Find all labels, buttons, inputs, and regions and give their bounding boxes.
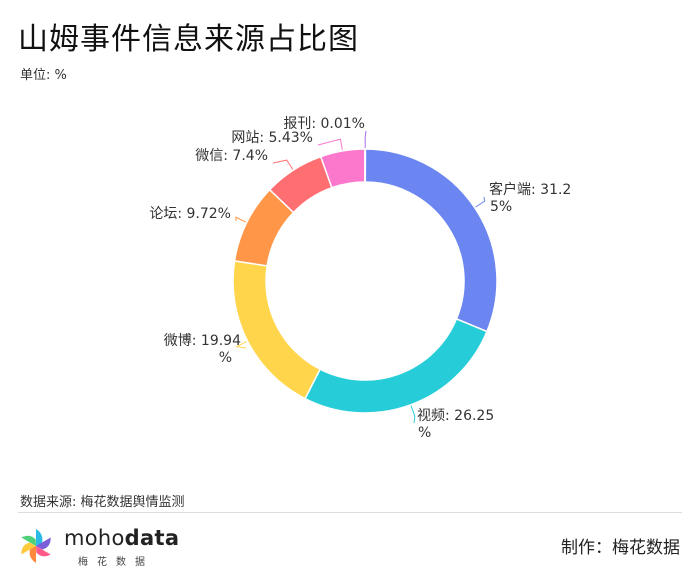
data-label-4: 论坛: 9.72%: [149, 206, 231, 222]
pie-slice-3: [232, 259, 322, 400]
pie-slice-7: [364, 148, 367, 183]
data-label-3: 微博: 19.94%: [164, 332, 241, 366]
data-label-1: 客户端: 31.2 5%: [489, 181, 571, 215]
data-label-2: 视频: 26.25%: [417, 408, 494, 441]
unit-label: 单位: %: [20, 68, 67, 83]
leader-line-2: [410, 405, 416, 424]
data-label-6: 网站: 5.43%: [231, 130, 313, 146]
logo-subtitle: 梅花数据: [78, 557, 154, 568]
data-label-7: 报刊: 0.01%: [283, 116, 365, 132]
footer-divider: [18, 512, 682, 513]
mohodata-logo: mohodata 梅花数据: [16, 524, 180, 568]
leader-line-6: [317, 138, 343, 151]
logo-wordmark: mohodata: [64, 526, 180, 550]
credit-label: 制作：梅花数据: [561, 538, 680, 558]
data-source: 数据来源: 梅花数据舆情监测: [20, 495, 185, 510]
data-label-5: 微信: 7.4%: [195, 148, 268, 164]
leader-line-4: [235, 216, 246, 223]
leader-line-3: [235, 341, 247, 349]
leader-line-5: [272, 159, 294, 170]
pie-slice-2: [304, 317, 488, 414]
leader-line-7: [364, 130, 367, 149]
pie-slice-1: [364, 148, 498, 333]
page-title: 山姆事件信息来源占比图: [18, 22, 359, 57]
pinwheel-logo-icon: [21, 529, 51, 563]
donut-chart: 客户端: 31.2 5% 视频: 26.25 % 微博: 19.94 % 论坛: 9.72%…: [149, 116, 571, 441]
leader-line-1: [475, 196, 486, 208]
